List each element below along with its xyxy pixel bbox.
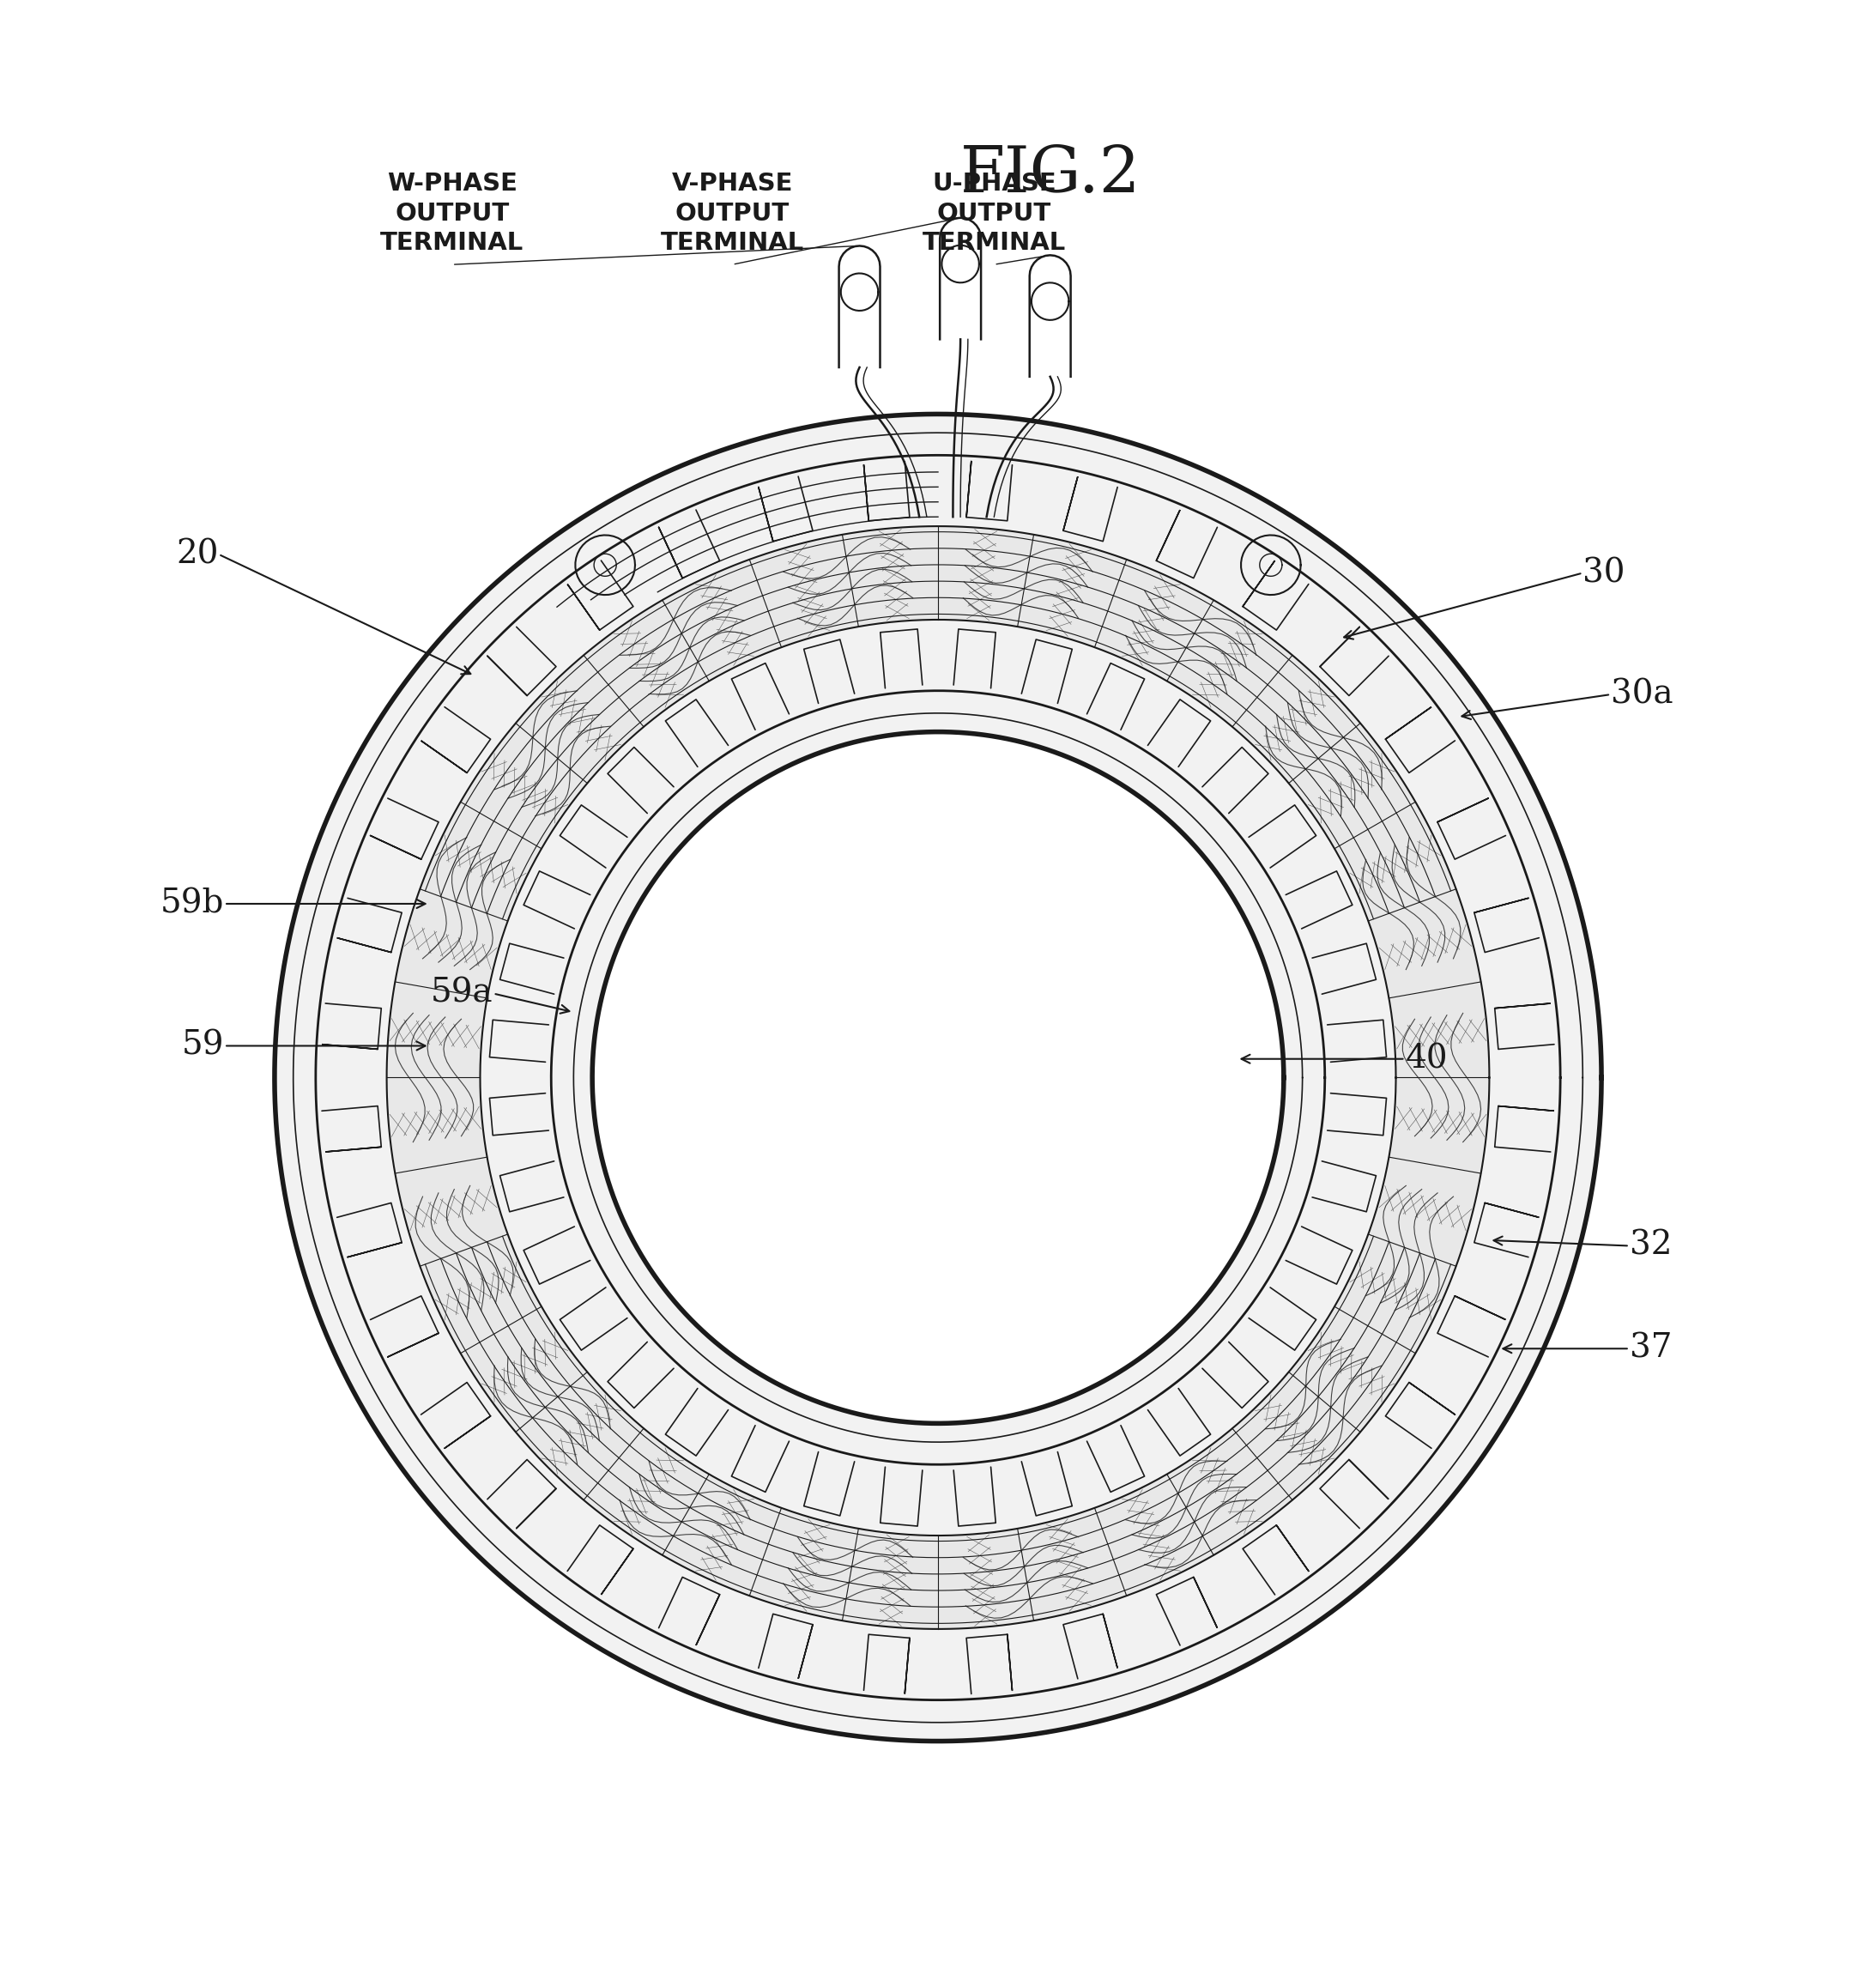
Text: FIG.2: FIG.2 xyxy=(961,143,1141,207)
Text: 59a: 59a xyxy=(431,978,493,1009)
Text: 37: 37 xyxy=(1630,1333,1672,1365)
Text: 20: 20 xyxy=(176,538,218,570)
Text: U-PHASE
OUTPUT
TERMINAL: U-PHASE OUTPUT TERMINAL xyxy=(923,171,1066,254)
Text: 30: 30 xyxy=(1583,556,1625,588)
Polygon shape xyxy=(274,413,1602,1741)
Text: W-PHASE
OUTPUT
TERMINAL: W-PHASE OUTPUT TERMINAL xyxy=(381,171,523,254)
Text: V-PHASE
OUTPUT
TERMINAL: V-PHASE OUTPUT TERMINAL xyxy=(660,171,805,254)
Text: 32: 32 xyxy=(1630,1230,1672,1262)
Text: 59b: 59b xyxy=(159,888,223,920)
Text: 30a: 30a xyxy=(1611,680,1673,709)
Text: 40: 40 xyxy=(1405,1043,1448,1075)
Text: 59: 59 xyxy=(182,1029,223,1061)
Polygon shape xyxy=(386,527,1490,1629)
